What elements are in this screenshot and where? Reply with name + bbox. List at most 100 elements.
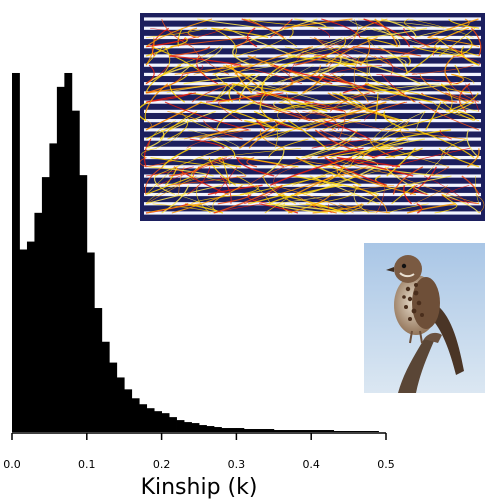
pedigree-link xyxy=(461,175,480,195)
histogram-bar xyxy=(266,429,275,432)
pedigree-link xyxy=(261,64,283,94)
pedigree-link xyxy=(167,175,247,186)
pedigree-link xyxy=(145,101,203,131)
histogram-bar xyxy=(131,398,140,432)
pedigree-link xyxy=(373,120,401,140)
pedigree-link xyxy=(262,175,296,205)
pedigree-link xyxy=(460,46,480,66)
pedigree-link xyxy=(364,83,433,103)
pedigree-row xyxy=(144,17,481,21)
pedigree-link xyxy=(259,83,288,112)
pedigree-link xyxy=(320,83,406,94)
pedigree-link xyxy=(219,175,232,204)
pedigree-link xyxy=(338,111,346,140)
histogram-bar xyxy=(258,429,267,432)
pedigree-link xyxy=(187,129,241,149)
pedigree-link xyxy=(446,92,479,112)
pedigree-link xyxy=(442,194,456,205)
pedigree-link xyxy=(161,147,192,168)
pedigree-link xyxy=(203,120,243,140)
histogram-bar xyxy=(34,212,43,432)
pedigree-link xyxy=(248,157,312,186)
histogram-bar xyxy=(161,413,170,432)
pedigree-link xyxy=(412,184,428,195)
pedigree-link xyxy=(371,147,403,159)
histogram-bar xyxy=(184,422,192,432)
pedigree-link xyxy=(199,119,275,140)
pedigree-link xyxy=(155,129,184,149)
pedigree-link xyxy=(169,46,211,57)
pedigree-link xyxy=(331,185,395,195)
pedigree-link xyxy=(145,83,169,112)
histogram-bar xyxy=(116,377,125,432)
pedigree-link xyxy=(152,203,217,214)
histogram-bar xyxy=(41,177,50,432)
pedigree-link xyxy=(151,46,206,75)
x-tick-label: 0.3 xyxy=(228,458,246,471)
pedigree-link xyxy=(246,157,258,168)
pedigree-link xyxy=(238,73,260,103)
pedigree-link xyxy=(145,120,152,131)
pedigree-link xyxy=(294,18,327,29)
pedigree-link xyxy=(145,46,174,57)
pedigree-link xyxy=(314,129,375,159)
pedigree-link xyxy=(364,83,447,103)
pedigree-link xyxy=(438,147,480,168)
pedigree-link xyxy=(441,83,472,94)
histogram-bar xyxy=(56,86,65,433)
pedigree-link xyxy=(288,55,363,84)
pedigree-link xyxy=(419,74,468,103)
pedigree-link xyxy=(319,129,359,149)
pedigree-link xyxy=(212,64,243,75)
pedigree-link xyxy=(248,18,298,48)
pedigree-link xyxy=(253,110,302,131)
pedigree-link xyxy=(294,55,327,66)
pedigree-link xyxy=(395,129,452,140)
pedigree-link xyxy=(150,157,220,168)
pedigree-link xyxy=(241,18,285,38)
pedigree-link xyxy=(274,111,356,140)
pedigree-link xyxy=(295,157,362,186)
pedigree-link xyxy=(177,46,221,66)
pedigree-link xyxy=(145,129,165,149)
pedigree-link xyxy=(213,203,263,214)
pedigree-link xyxy=(243,185,284,205)
pedigree-link xyxy=(191,46,223,66)
pedigree-links xyxy=(140,18,485,214)
histogram-bar xyxy=(176,420,185,432)
pedigree-link xyxy=(363,18,410,47)
pedigree-link xyxy=(140,101,149,122)
pedigree-link xyxy=(394,120,409,131)
pedigree-link xyxy=(273,101,292,112)
pedigree-link xyxy=(314,74,384,94)
pedigree-link xyxy=(287,120,327,149)
pedigree-link xyxy=(314,46,354,57)
pedigree-link xyxy=(383,111,409,131)
histogram-bar xyxy=(206,426,215,432)
pedigree-link xyxy=(376,74,459,85)
pedigree-link xyxy=(197,18,266,29)
pedigree-link xyxy=(305,138,352,158)
pedigree-link xyxy=(465,83,480,112)
pedigree-link xyxy=(448,46,465,57)
pedigree-link xyxy=(353,55,361,84)
pedigree-link xyxy=(311,138,372,149)
pedigree-row xyxy=(144,128,481,132)
histogram-bar xyxy=(124,389,133,432)
pedigree-link xyxy=(427,37,480,48)
pedigree-link xyxy=(308,111,370,121)
histogram-bar xyxy=(288,430,297,432)
histogram-bar xyxy=(228,428,237,432)
pedigree-link xyxy=(145,64,155,85)
pedigree-link xyxy=(431,166,450,177)
pedigree-link xyxy=(441,83,453,112)
pedigree-link xyxy=(434,203,458,214)
pedigree-link xyxy=(380,138,409,149)
histogram-bar xyxy=(318,430,327,432)
histogram-bar xyxy=(371,431,379,432)
histogram-bar xyxy=(94,308,103,432)
pedigree-link xyxy=(265,203,347,214)
x-axis-title: Kinship (k) xyxy=(141,475,258,500)
pedigree-link xyxy=(372,27,401,47)
pedigree-link xyxy=(411,64,474,75)
